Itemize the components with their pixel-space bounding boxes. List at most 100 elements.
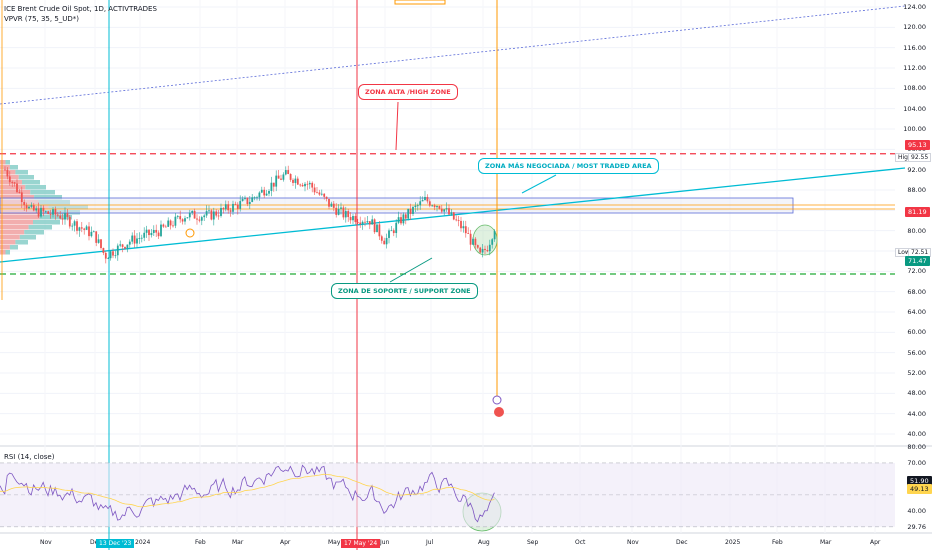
candle-body — [373, 219, 376, 233]
candle-body — [438, 206, 441, 209]
candle-body — [83, 228, 86, 230]
event-marker — [185, 228, 195, 238]
candle-body — [361, 221, 364, 225]
candle-body — [104, 252, 107, 259]
candle-body — [349, 217, 352, 221]
candle-body — [174, 216, 177, 226]
candle-body — [335, 207, 338, 215]
candle-body — [76, 221, 78, 231]
candle-body — [313, 187, 316, 193]
candle-body — [229, 210, 232, 212]
volume-bar-down — [0, 225, 29, 230]
candle-body — [253, 197, 256, 199]
candle-body — [133, 235, 136, 244]
candle-body — [251, 197, 254, 202]
volume-bar-up — [9, 165, 18, 170]
traded-area-box — [0, 197, 794, 214]
candle-body — [73, 221, 76, 226]
candle-body — [256, 197, 258, 199]
candle-body — [421, 200, 424, 202]
candle-body — [488, 244, 491, 252]
volume-bar-up — [39, 215, 72, 220]
candle-body — [148, 229, 150, 236]
volume-bar-down — [0, 250, 6, 255]
candle-body — [239, 201, 242, 209]
candle-body — [450, 212, 453, 215]
candle-body — [366, 221, 369, 223]
candle-body — [390, 230, 393, 232]
candle-body — [457, 220, 460, 221]
candle-body — [64, 213, 66, 220]
candle-body — [138, 238, 141, 239]
candle-body — [40, 207, 42, 217]
candle-body — [299, 184, 302, 186]
candle-body — [306, 183, 309, 185]
volume-bar-up — [22, 180, 40, 185]
candle-body — [85, 226, 88, 230]
candle-body — [462, 226, 465, 229]
candle-body — [268, 190, 270, 194]
candle-body — [186, 217, 189, 219]
candle-body — [71, 225, 74, 227]
candle-body — [476, 245, 479, 248]
candle-body — [121, 244, 124, 247]
candle-body — [258, 192, 261, 198]
candle-body — [128, 241, 131, 245]
candle-body — [445, 208, 448, 210]
candle-body — [11, 182, 14, 183]
candle-body — [131, 235, 134, 242]
candle-body — [388, 230, 390, 238]
candle-body — [337, 208, 340, 215]
candle-body — [328, 198, 330, 207]
candle-body — [320, 193, 323, 195]
callout-pointer — [389, 257, 433, 283]
candle-body — [342, 207, 345, 218]
volume-bar-down — [0, 180, 22, 185]
candle-body — [164, 226, 167, 228]
candle-body — [56, 214, 59, 216]
candle-body — [455, 219, 458, 221]
candle-body — [92, 231, 95, 233]
candle-body — [395, 222, 398, 234]
candle-body — [107, 258, 110, 259]
candle-body — [78, 227, 81, 231]
candle-body — [172, 225, 174, 227]
candle-body — [215, 211, 218, 216]
candle-body — [280, 178, 282, 180]
candle-body — [284, 170, 287, 175]
candle-body — [472, 238, 474, 245]
candle-body — [155, 229, 158, 233]
candle-body — [88, 226, 90, 237]
candle-body — [217, 215, 220, 217]
candle-body — [157, 232, 160, 237]
candle-body — [6, 169, 9, 177]
candle-body — [419, 201, 422, 206]
volume-bar-up — [5, 250, 10, 255]
ascending-trendline — [0, 167, 906, 263]
candle-body — [467, 233, 470, 234]
candle-body — [260, 189, 263, 193]
candle-body — [97, 239, 100, 243]
candle-body — [126, 244, 129, 249]
candle-body — [150, 232, 153, 236]
candle-body — [412, 207, 414, 214]
volume-bar-up — [33, 220, 60, 225]
candle-body — [52, 209, 54, 215]
candle-body — [452, 212, 455, 220]
candle-body — [287, 170, 290, 175]
volume-bar-up — [9, 245, 18, 250]
candle-body — [241, 198, 244, 202]
candle-body — [354, 216, 357, 223]
candle-body — [402, 214, 405, 224]
chart-grid — [0, 6, 932, 534]
volume-bar-up — [30, 190, 55, 195]
candle-body — [116, 245, 119, 256]
volume-bar-down — [0, 185, 26, 190]
candle-body — [474, 238, 477, 246]
candle-body — [371, 219, 374, 225]
candle-body — [263, 189, 266, 196]
candle-body — [292, 179, 294, 183]
candle-body — [145, 229, 148, 233]
candle-body — [289, 174, 292, 180]
